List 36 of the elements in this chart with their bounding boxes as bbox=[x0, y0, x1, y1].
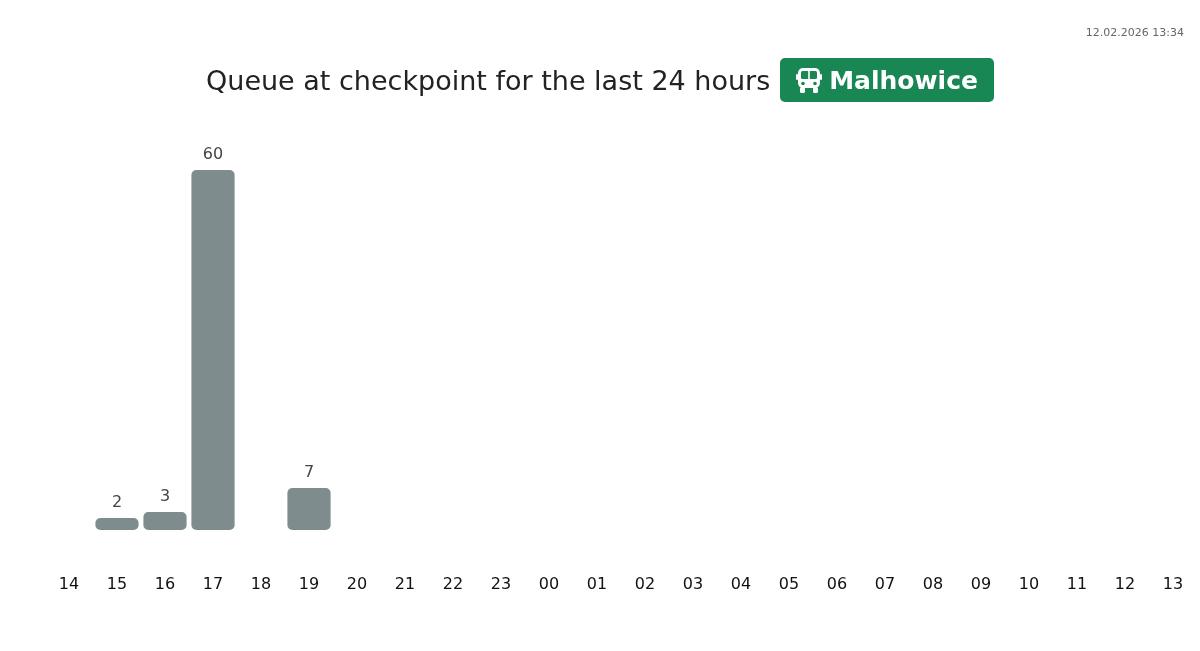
bar bbox=[143, 512, 187, 530]
x-tick-label: 13 bbox=[1162, 573, 1184, 593]
data-label: 60 bbox=[202, 143, 224, 163]
x-tick-label: 00 bbox=[538, 573, 560, 593]
chart-subtitle: Malhowice bbox=[829, 65, 978, 95]
x-tick-label: 06 bbox=[826, 573, 848, 593]
chart-title: Queue at checkpoint for the last 24 hours bbox=[206, 64, 771, 96]
x-tick-label: 21 bbox=[394, 573, 416, 593]
bar bbox=[287, 488, 331, 530]
x-tick-label: 14 bbox=[58, 573, 80, 593]
x-tick-label: 07 bbox=[874, 573, 896, 593]
data-label: 3 bbox=[159, 485, 171, 505]
x-tick-label: 02 bbox=[634, 573, 656, 593]
x-tick-label: 01 bbox=[586, 573, 608, 593]
text: 12.02.2026 13:34 bbox=[1085, 26, 1184, 39]
x-tick-label: 08 bbox=[922, 573, 944, 593]
data-label: 7 bbox=[303, 461, 315, 481]
x-tick-label: 20 bbox=[346, 573, 368, 593]
x-tick-label: 10 bbox=[1018, 573, 1040, 593]
x-tick-label: 11 bbox=[1066, 573, 1088, 593]
x-tick-label: 23 bbox=[490, 573, 512, 593]
x-tick-label: 04 bbox=[730, 573, 752, 593]
bar bbox=[191, 170, 235, 530]
x-tick-label: 15 bbox=[106, 573, 128, 593]
x-tick-label: 22 bbox=[442, 573, 464, 593]
x-tick-label: 12 bbox=[1114, 573, 1136, 593]
bar bbox=[95, 518, 139, 530]
x-tick-label: 17 bbox=[202, 573, 224, 593]
x-tick-label: 05 bbox=[778, 573, 800, 593]
x-tick-label: 19 bbox=[298, 573, 320, 593]
data-label: 2 bbox=[111, 491, 123, 511]
badge: Malhowice bbox=[780, 58, 994, 102]
x-tick-label: 18 bbox=[250, 573, 272, 593]
x-tick-label: 16 bbox=[154, 573, 176, 593]
x-tick-label: 09 bbox=[970, 573, 992, 593]
x-tick-label: 03 bbox=[682, 573, 704, 593]
